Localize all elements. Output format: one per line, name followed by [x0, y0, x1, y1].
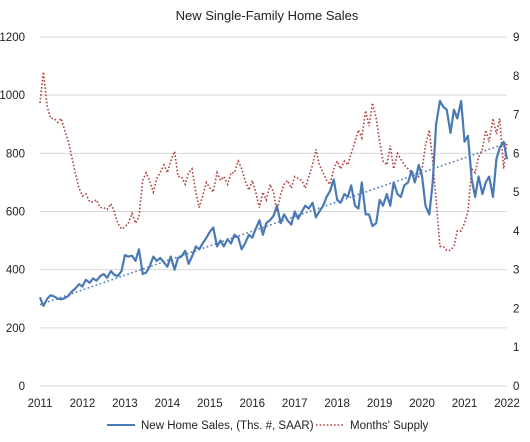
trendline	[39, 142, 508, 306]
y-right-tick-label: 4	[513, 226, 520, 238]
x-tick-label: 2013	[112, 398, 138, 410]
plot-area	[38, 71, 509, 308]
y-axis-right-labels: 0 1 2 3 4 5 6 7 8 9	[513, 32, 520, 393]
y-right-tick-label: 6	[513, 148, 519, 160]
y-right-tick-label: 1	[513, 342, 519, 354]
x-tick-label: 2021	[452, 398, 478, 410]
series-line-new-home-sales	[38, 99, 509, 308]
x-tick-label: 2012	[70, 398, 96, 410]
y-axis-left-labels: 0 200 400 600 800 1000 1200	[0, 32, 25, 393]
y-right-tick-label: 2	[513, 303, 519, 315]
y-right-tick-label: 3	[513, 265, 519, 277]
x-tick-label: 2018	[324, 398, 350, 410]
y-left-tick-label: 400	[6, 265, 25, 277]
x-tick-label: 2011	[28, 398, 53, 410]
legend: New Home Sales, (Ths. #, SAAR) Months' S…	[107, 420, 429, 432]
y-left-tick-label: 800	[6, 148, 25, 160]
x-tick-label: 2015	[197, 398, 223, 410]
y-right-tick-label: 5	[513, 187, 519, 199]
y-right-tick-label: 9	[513, 32, 519, 44]
x-tick-label: 2020	[409, 398, 435, 410]
x-tick-label: 2014	[155, 398, 181, 410]
x-tick-label: 2017	[282, 398, 308, 410]
y-right-tick-label: 7	[513, 110, 519, 122]
x-tick-label: 2019	[367, 398, 393, 410]
x-tick-label: 2016	[239, 398, 265, 410]
legend-label-months-supply: Months' Supply	[350, 420, 429, 432]
series-line-months-supply	[39, 71, 508, 252]
y-left-tick-label: 0	[19, 381, 25, 393]
y-left-tick-label: 1200	[0, 32, 25, 44]
y-left-tick-label: 1000	[0, 90, 25, 102]
y-right-tick-label: 8	[513, 71, 519, 83]
y-left-tick-label: 200	[6, 323, 25, 335]
y-right-tick-label: 0	[513, 381, 519, 393]
y-left-tick-label: 600	[6, 207, 25, 219]
x-tick-label: 2022	[494, 398, 520, 410]
legend-label-new-home-sales: New Home Sales, (Ths. #, SAAR)	[141, 420, 314, 432]
x-axis-labels: 2011 2012 2013 2014 2015 2016 2017 2018 2019 2020…	[28, 398, 520, 410]
chart-title: New Single-Family Home Sales	[176, 8, 359, 23]
gridlines	[40, 36, 507, 387]
